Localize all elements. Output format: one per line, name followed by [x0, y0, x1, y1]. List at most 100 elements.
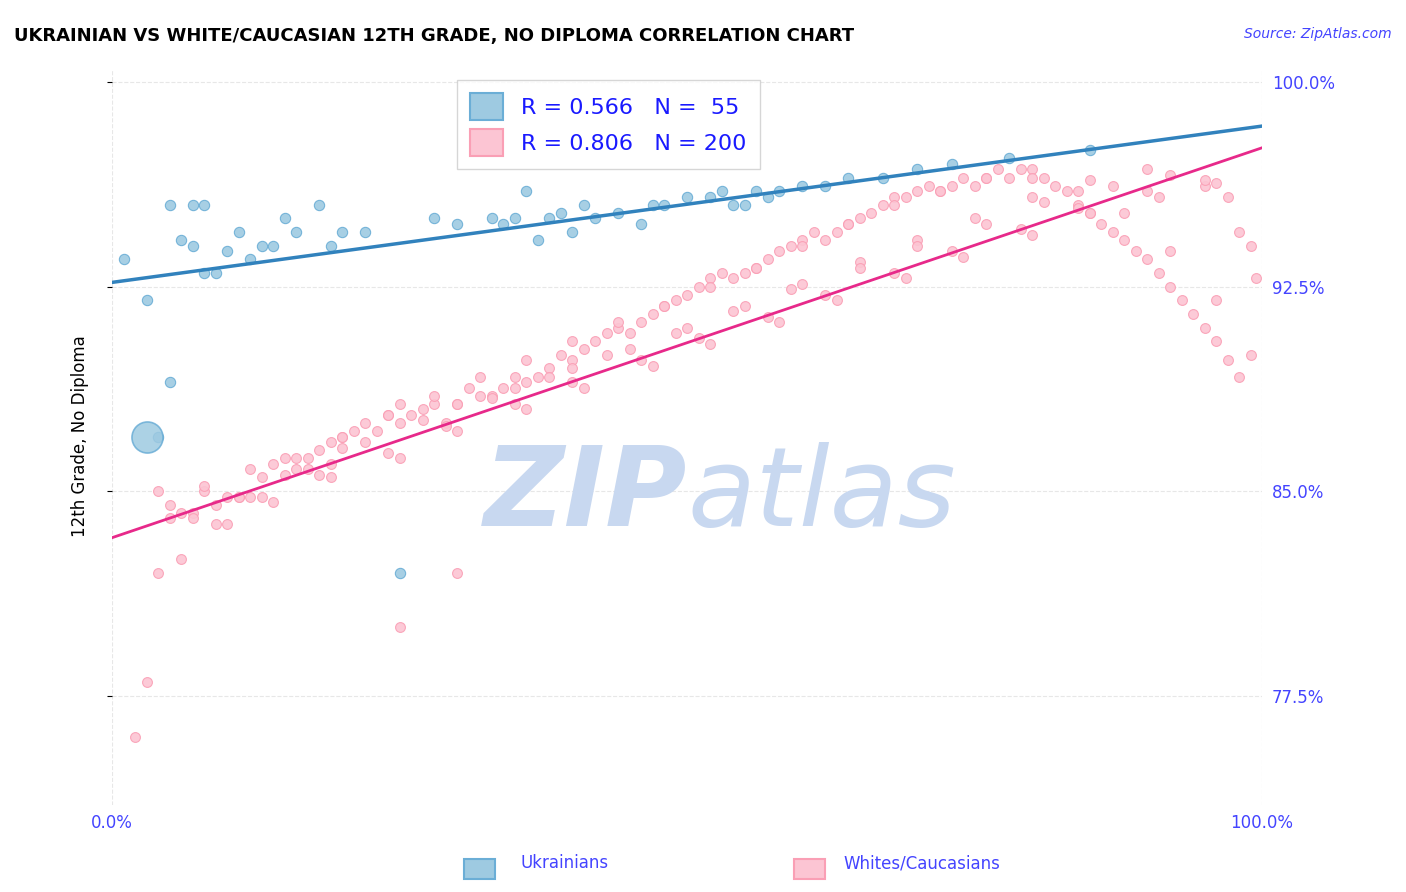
Point [423, 397, 446, 411]
Point [446, 566, 468, 580]
Point [721, 198, 744, 212]
Point [170, 552, 193, 566]
Point [468, 389, 491, 403]
Point [883, 198, 905, 212]
Point [561, 225, 583, 239]
Point [665, 326, 688, 340]
Point [388, 451, 411, 466]
Point [204, 498, 226, 512]
Point [1159, 279, 1181, 293]
Point [285, 462, 308, 476]
Point [848, 260, 870, 275]
Point [503, 211, 526, 226]
Point [423, 389, 446, 403]
Point [641, 307, 664, 321]
Point [273, 211, 295, 226]
Point [572, 343, 595, 357]
Text: Whites/Caucasians: Whites/Caucasians [844, 855, 1001, 872]
Point [262, 238, 284, 252]
Point [503, 397, 526, 411]
Point [159, 498, 181, 512]
Point [135, 429, 157, 443]
Point [308, 198, 330, 212]
Point [1194, 173, 1216, 187]
Legend: R = 0.566   N =  55, R = 0.806   N = 200: R = 0.566 N = 55, R = 0.806 N = 200 [457, 79, 759, 169]
Point [423, 211, 446, 226]
Point [768, 244, 790, 259]
Point [1194, 320, 1216, 334]
Point [354, 435, 377, 450]
Point [630, 315, 652, 329]
Point [905, 233, 928, 247]
Point [330, 441, 353, 455]
Point [998, 152, 1021, 166]
Point [1216, 189, 1239, 203]
Point [583, 211, 606, 226]
Point [883, 266, 905, 280]
Point [790, 277, 813, 291]
Point [1078, 173, 1101, 187]
Point [595, 326, 617, 340]
Point [1021, 227, 1043, 242]
Point [929, 184, 952, 198]
Point [745, 184, 768, 198]
Point [204, 516, 226, 531]
Point [330, 225, 353, 239]
Point [790, 178, 813, 193]
Text: ZIP: ZIP [484, 442, 688, 549]
Point [619, 343, 641, 357]
Point [676, 288, 699, 302]
Point [526, 369, 548, 384]
Point [790, 233, 813, 247]
Point [354, 416, 377, 430]
Point [894, 189, 917, 203]
Point [790, 238, 813, 252]
Point [779, 238, 801, 252]
Point [285, 225, 308, 239]
Point [607, 206, 630, 220]
Point [1159, 168, 1181, 182]
Point [538, 361, 561, 376]
Point [974, 170, 997, 185]
Point [1147, 266, 1170, 280]
Point [181, 238, 204, 252]
Point [1147, 189, 1170, 203]
Point [1227, 369, 1250, 384]
Point [204, 266, 226, 280]
Point [1239, 348, 1261, 362]
Point [721, 271, 744, 285]
Point [1136, 184, 1159, 198]
Point [228, 490, 250, 504]
Point [734, 299, 756, 313]
Point [412, 402, 434, 417]
Point [1090, 217, 1112, 231]
Point [872, 198, 894, 212]
Point [734, 198, 756, 212]
Text: Ukrainians: Ukrainians [520, 855, 609, 872]
Point [607, 320, 630, 334]
Point [756, 310, 779, 324]
Point [550, 348, 572, 362]
Point [941, 157, 963, 171]
Point [630, 217, 652, 231]
Point [217, 244, 239, 259]
Point [1056, 184, 1078, 198]
Point [848, 255, 870, 269]
Point [1159, 244, 1181, 259]
Point [297, 451, 319, 466]
Point [1010, 162, 1032, 177]
Point [308, 443, 330, 458]
Point [181, 506, 204, 520]
Point [515, 402, 537, 417]
Point [377, 446, 399, 460]
Point [146, 429, 169, 443]
Point [641, 198, 664, 212]
Point [366, 424, 388, 438]
Point [146, 566, 169, 580]
Point [756, 189, 779, 203]
Point [905, 184, 928, 198]
Point [481, 389, 503, 403]
Point [538, 369, 561, 384]
Point [181, 511, 204, 525]
Point [124, 730, 146, 744]
